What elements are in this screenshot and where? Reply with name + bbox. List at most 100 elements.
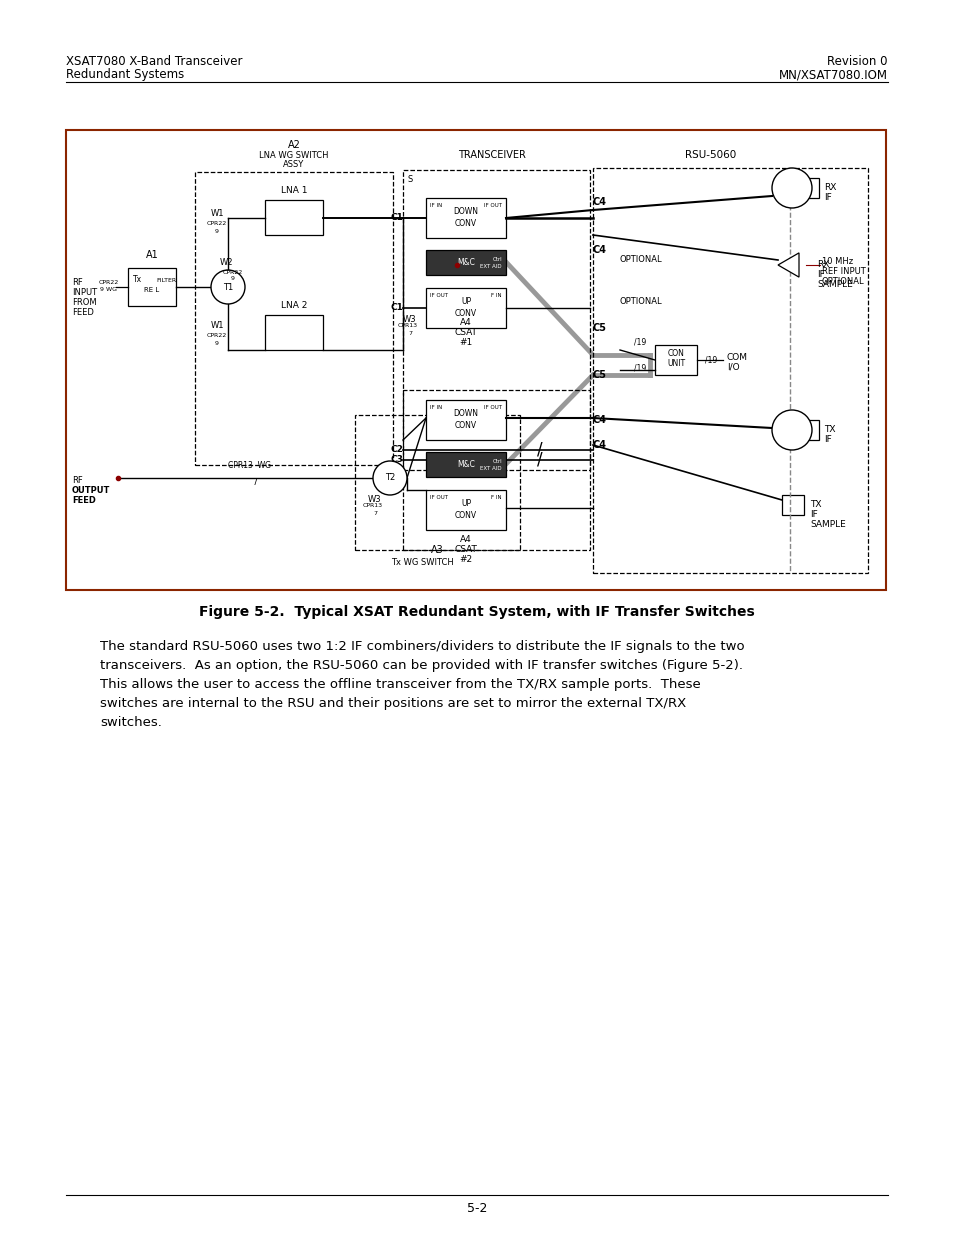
Text: I/O: I/O: [726, 363, 739, 372]
Bar: [655, 345, 697, 375]
Text: 9 WG: 9 WG: [100, 287, 117, 291]
Bar: [194, 172, 393, 466]
Text: C2: C2: [390, 446, 402, 454]
Text: C4: C4: [593, 245, 606, 254]
Text: Figure 5-2.  Typical XSAT Redundant System, with IF Transfer Switches: Figure 5-2. Typical XSAT Redundant Syste…: [199, 605, 754, 619]
Text: RSU-5060: RSU-5060: [684, 149, 736, 161]
Text: CPR22: CPR22: [223, 270, 243, 275]
Text: CON: CON: [667, 348, 683, 357]
Text: OUTPUT: OUTPUT: [71, 487, 111, 495]
Text: CPR13  WG: CPR13 WG: [229, 461, 272, 471]
Text: RX: RX: [816, 261, 828, 269]
Text: OPTIONAL: OPTIONAL: [821, 277, 863, 287]
Circle shape: [211, 270, 245, 304]
Text: CSAT: CSAT: [454, 545, 476, 555]
Text: W1: W1: [210, 321, 224, 330]
Bar: [426, 452, 505, 477]
Text: CPR22: CPR22: [207, 333, 227, 338]
Text: IF OUT: IF OUT: [430, 293, 448, 298]
Text: REF INPUT: REF INPUT: [821, 267, 864, 275]
Text: /: /: [537, 441, 542, 459]
Text: /19: /19: [633, 363, 645, 373]
Text: LNA WG SWITCH: LNA WG SWITCH: [259, 151, 329, 161]
Text: MN/XSAT7080.IOM: MN/XSAT7080.IOM: [779, 68, 887, 82]
Text: 9: 9: [231, 275, 234, 282]
Text: IF: IF: [823, 193, 831, 203]
Text: UNIT: UNIT: [666, 358, 684, 368]
Text: Ctrl: Ctrl: [492, 257, 501, 262]
Circle shape: [771, 168, 811, 207]
Text: DOWN: DOWN: [453, 207, 478, 216]
Text: TX: TX: [809, 500, 821, 509]
Text: IF IN: IF IN: [430, 203, 442, 207]
Text: C4: C4: [593, 415, 606, 425]
Text: 5-2: 5-2: [466, 1202, 487, 1214]
Text: /: /: [537, 451, 542, 469]
Bar: [265, 200, 323, 235]
Text: C4: C4: [593, 198, 606, 207]
Text: 7: 7: [373, 511, 376, 516]
Text: T1: T1: [223, 283, 233, 291]
Text: SAMPLE: SAMPLE: [816, 280, 852, 289]
Text: TX: TX: [823, 425, 835, 433]
Bar: [66, 130, 885, 590]
Bar: [796, 420, 818, 440]
Bar: [593, 168, 867, 573]
Bar: [355, 415, 519, 550]
Text: Ctrl: Ctrl: [492, 459, 501, 464]
Text: #2: #2: [459, 555, 472, 564]
Text: CONV: CONV: [455, 220, 476, 228]
Text: /19: /19: [704, 356, 717, 364]
Text: IF: IF: [823, 435, 831, 445]
Text: FEED: FEED: [71, 496, 95, 505]
Text: A1: A1: [146, 249, 158, 261]
Text: C5: C5: [593, 370, 606, 380]
Text: IF: IF: [816, 270, 824, 279]
Text: FEED: FEED: [71, 308, 93, 317]
Text: C1: C1: [390, 214, 402, 222]
Bar: [781, 495, 803, 515]
Text: Revision 0: Revision 0: [826, 56, 887, 68]
Circle shape: [771, 410, 811, 450]
Text: F IN: F IN: [491, 495, 501, 500]
Text: EXT AID: EXT AID: [480, 264, 501, 269]
Text: OPTIONAL: OPTIONAL: [619, 298, 662, 306]
Text: F IN: F IN: [491, 293, 501, 298]
Text: 10 MHz: 10 MHz: [821, 257, 852, 266]
Bar: [796, 178, 818, 198]
Text: CPR22: CPR22: [99, 280, 119, 285]
Text: IF OUT: IF OUT: [483, 203, 501, 207]
Bar: [265, 315, 323, 350]
Text: RX: RX: [823, 183, 836, 191]
Text: 7: 7: [253, 478, 257, 487]
Bar: [426, 400, 505, 440]
Text: TRANSCEIVER: TRANSCEIVER: [457, 149, 525, 161]
Bar: [426, 249, 505, 275]
Text: 7: 7: [408, 331, 412, 336]
Text: Tx: Tx: [133, 275, 142, 284]
Bar: [402, 170, 589, 471]
Text: RF: RF: [71, 475, 83, 485]
Text: switches.: switches.: [100, 716, 162, 729]
Bar: [402, 390, 589, 550]
Text: RE L: RE L: [144, 287, 159, 293]
Text: ASSY: ASSY: [283, 161, 304, 169]
Text: DOWN: DOWN: [453, 410, 478, 419]
Text: IF OUT: IF OUT: [483, 405, 501, 410]
Text: UP: UP: [460, 499, 471, 509]
Text: W1: W1: [210, 209, 224, 219]
Text: RF: RF: [71, 278, 83, 287]
Text: #1: #1: [459, 338, 472, 347]
Text: M&C: M&C: [456, 459, 475, 469]
Text: M&C: M&C: [456, 258, 475, 267]
Text: FROM: FROM: [71, 298, 96, 308]
Bar: [128, 268, 175, 306]
Bar: [426, 490, 505, 530]
Text: CPR13: CPR13: [362, 503, 383, 508]
Text: C3: C3: [390, 456, 402, 464]
Text: C4: C4: [593, 440, 606, 450]
Text: FILTER: FILTER: [155, 278, 176, 283]
Text: W2: W2: [219, 258, 233, 267]
Text: CPR22: CPR22: [207, 221, 227, 226]
Text: C5: C5: [593, 324, 606, 333]
